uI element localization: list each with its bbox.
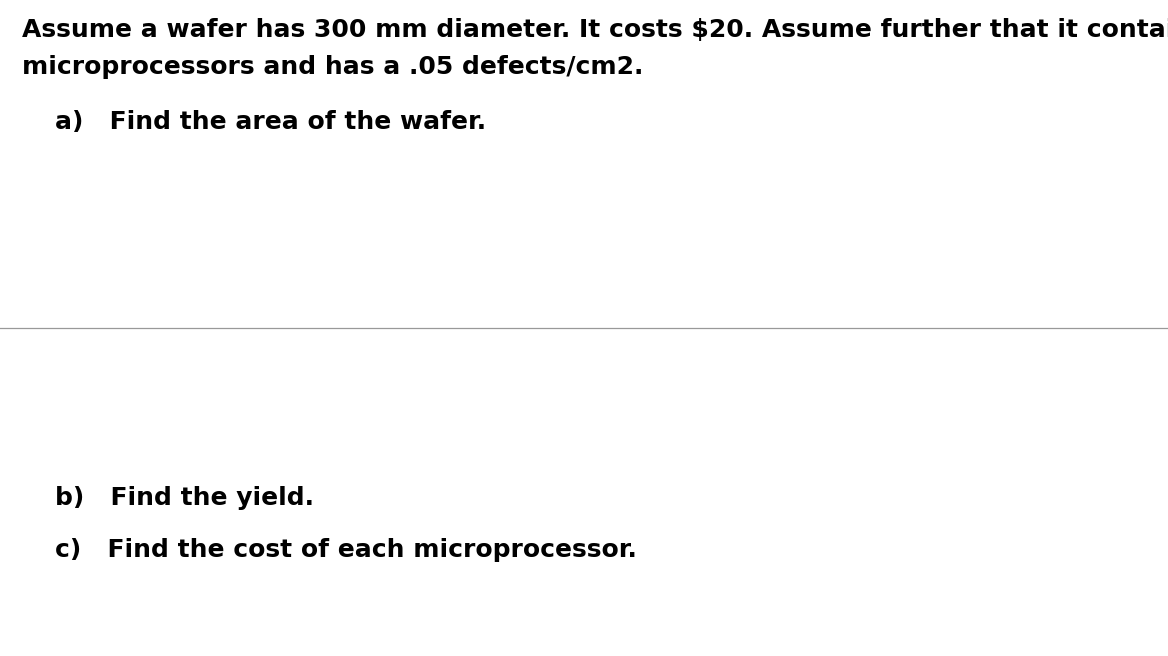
Text: a)   Find the area of the wafer.: a) Find the area of the wafer. (55, 110, 486, 134)
Text: microprocessors and has a .05 defects/cm2.: microprocessors and has a .05 defects/cm… (22, 55, 644, 79)
Text: b)   Find the yield.: b) Find the yield. (55, 486, 314, 510)
Text: c)   Find the cost of each microprocessor.: c) Find the cost of each microprocessor. (55, 538, 637, 562)
Text: Assume a wafer has 300 mm diameter. It costs $20. Assume further that it contain: Assume a wafer has 300 mm diameter. It c… (22, 18, 1168, 42)
